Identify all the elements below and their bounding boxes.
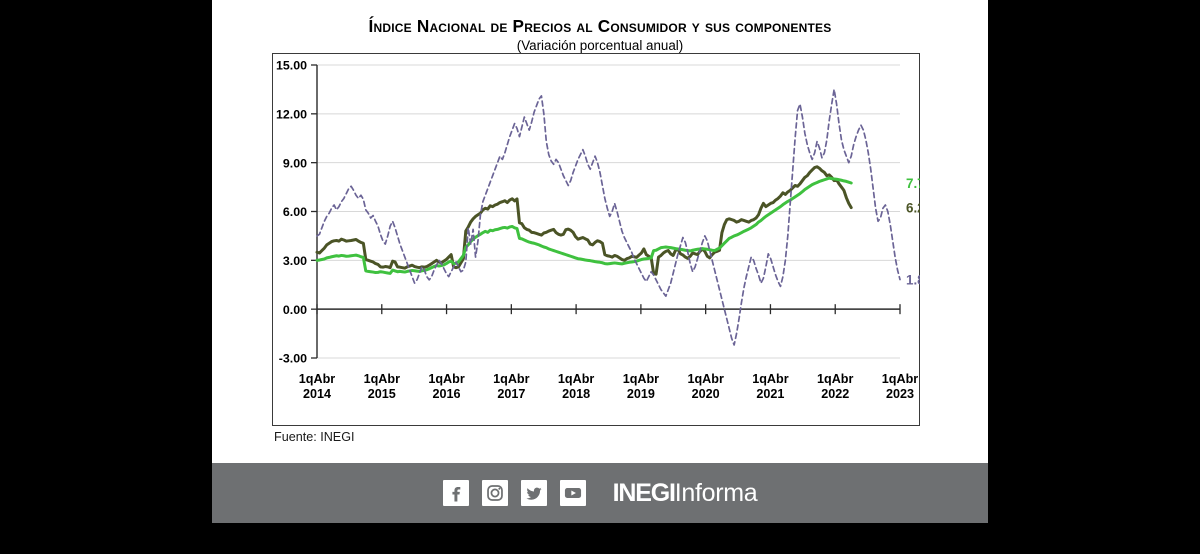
x-axis-tick-year: 2017 <box>497 387 525 401</box>
y-axis-tick-label: 0.00 <box>283 303 307 317</box>
chart-card: Índice Nacional de Precios al Consumidor… <box>212 0 988 463</box>
x-axis-tick-year: 2015 <box>368 387 396 401</box>
y-axis-tick-label: 6.00 <box>283 205 307 219</box>
x-axis-tick-year: 2021 <box>756 387 784 401</box>
footer-bar: INEGIInforma <box>212 463 988 523</box>
plot-panel-border <box>272 53 920 426</box>
x-axis-tick-year: 2018 <box>562 387 590 401</box>
x-axis-tick-period: 1qAbr <box>364 372 400 386</box>
y-axis-tick-label: 12.00 <box>276 107 307 121</box>
series-line-subyacente <box>315 176 853 275</box>
x-axis-tick-period: 1qAbr <box>299 372 335 386</box>
youtube-icon[interactable] <box>559 480 586 506</box>
twitter-icon[interactable] <box>520 480 547 506</box>
series-line-inpc <box>315 165 853 276</box>
x-axis-tick-period: 1qAbr <box>558 372 594 386</box>
x-axis-tick-year: 2023 <box>886 387 914 401</box>
y-axis-tick-label: 9.00 <box>283 156 307 170</box>
end-value-label-inpc: 6.24 <box>906 201 920 216</box>
x-axis-tick-year: 2022 <box>821 387 849 401</box>
x-axis-tick-period: 1qAbr <box>817 372 853 386</box>
y-axis-tick-label: 3.00 <box>283 254 307 268</box>
line-chart-plot: -3.000.003.006.009.0012.0015.001qAbr2014… <box>276 59 920 401</box>
instagram-icon[interactable] <box>481 480 508 506</box>
x-axis-tick-period: 1qAbr <box>623 372 659 386</box>
source-note: Fuente: INEGI <box>274 430 355 444</box>
facebook-icon[interactable] <box>442 480 469 506</box>
content-area: Índice Nacional de Precios al Consumidor… <box>212 0 988 523</box>
x-axis-tick-year: 2020 <box>692 387 720 401</box>
x-axis-tick-period: 1qAbr <box>428 372 464 386</box>
chart-subtitle: (Variación porcentual anual) <box>516 38 684 53</box>
x-axis-tick-period: 1qAbr <box>752 372 788 386</box>
brand-informa: Informa <box>674 478 758 507</box>
brand-inegi: INEGI <box>612 478 676 507</box>
end-value-label-no-subyacente: 1.82 <box>906 273 920 288</box>
x-axis-tick-year: 2016 <box>433 387 461 401</box>
x-axis-tick-period: 1qAbr <box>882 372 918 386</box>
x-axis-tick-period: 1qAbr <box>493 372 529 386</box>
series-line-no-subyacente <box>316 88 901 346</box>
y-axis-tick-label: -3.00 <box>279 352 307 366</box>
x-axis-tick-period: 1qAbr <box>687 372 723 386</box>
brand-wordmark: INEGIInforma <box>613 479 758 508</box>
chart-title: Índice Nacional de Precios al Consumidor… <box>368 16 832 36</box>
x-axis-tick-year: 2014 <box>303 387 331 401</box>
x-axis-tick-year: 2019 <box>627 387 655 401</box>
end-value-label-subyacente: 7.75 <box>906 176 920 191</box>
y-axis-tick-label: 15.00 <box>276 59 307 73</box>
